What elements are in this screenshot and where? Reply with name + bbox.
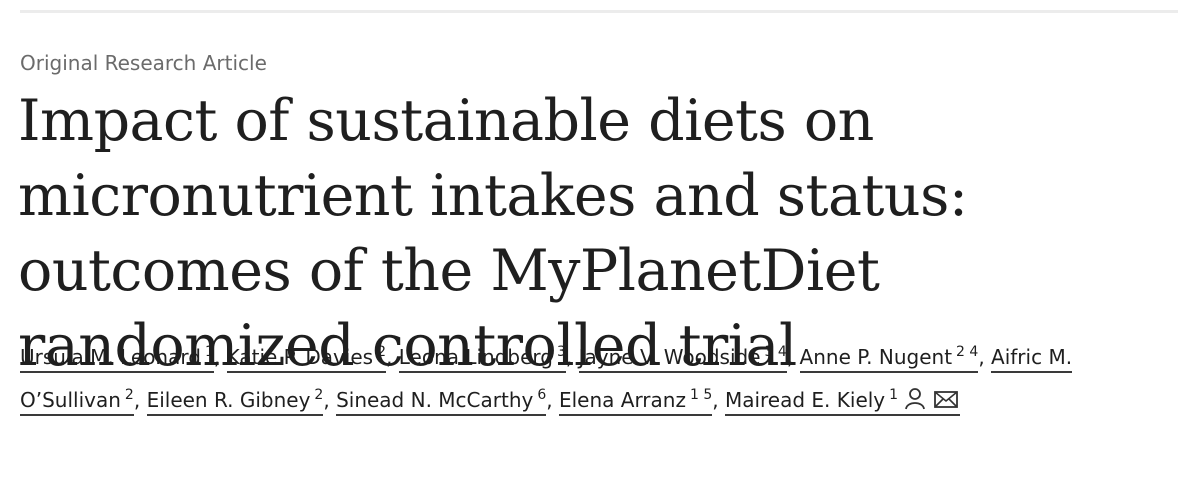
- separator: ,: [546, 388, 553, 412]
- author: Ursula M. Leonard 1,: [20, 345, 220, 373]
- author-name: Ursula M. Leonard: [20, 345, 201, 369]
- author: Sinead N. McCarthy 6,: [336, 388, 553, 416]
- author-link[interactable]: Eileen R. Gibney 2: [146, 387, 324, 416]
- author-name: Jayne V. Woodside: [578, 345, 761, 369]
- author-name: Leona Lindberg: [398, 345, 553, 369]
- affiliation: 2: [377, 344, 387, 360]
- affiliation: 2: [124, 387, 134, 403]
- affiliation: 6: [537, 387, 547, 403]
- author-link[interactable]: Leona Lindberg 3: [398, 344, 566, 373]
- author: Eileen R. Gibney 2,: [146, 387, 330, 416]
- author: Mairead E. Kiely 1: [724, 387, 961, 416]
- affiliation: 3: [557, 344, 566, 360]
- separator: ,: [565, 345, 573, 369]
- author-link[interactable]: Elena Arranz 1 5: [558, 387, 713, 416]
- author-list: Ursula M. Leonard 1, Katie P. Davies 2, Le…: [20, 336, 1190, 422]
- author-link[interactable]: Sinead N. McCarthy 6: [336, 387, 547, 416]
- affiliation: 1 5: [689, 387, 713, 403]
- author-name: Sinead N. McCarthy: [336, 388, 534, 412]
- author-name: Mairead E. Kiely: [724, 388, 886, 412]
- author-name: Katie P. Davies: [226, 345, 374, 369]
- author: Jayne V. Woodside 3 4,: [578, 344, 794, 373]
- top-rule: [20, 10, 1178, 13]
- author-name: Aifric M. O’Sullivan: [20, 345, 1073, 412]
- author-link[interactable]: Jayne V. Woodside 3 4: [578, 344, 787, 373]
- author-link[interactable]: Ursula M. Leonard 1: [20, 345, 214, 373]
- author-link[interactable]: Katie P. Davies 2: [226, 344, 387, 373]
- separator: ,: [213, 345, 221, 369]
- author-name: Eileen R. Gibney: [146, 388, 311, 412]
- affiliation: 2 4: [956, 344, 979, 360]
- article-title: Impact of sustainable diets on micronutr…: [18, 88, 968, 379]
- affiliation: 2: [314, 387, 324, 403]
- separator: ,: [978, 345, 985, 369]
- affiliation: 1: [889, 387, 899, 403]
- author: Aifric M. O’Sullivan 2,: [20, 345, 1073, 416]
- separator: ,: [712, 388, 719, 412]
- contact-icons[interactable]: [904, 387, 960, 411]
- author-link[interactable]: Anne P. Nugent 2 4: [799, 344, 979, 373]
- article-type: Original Research Article: [20, 51, 267, 75]
- author-name: Anne P. Nugent: [799, 345, 953, 369]
- author: Leona Lindberg 3,: [398, 344, 573, 373]
- affiliation: 1: [204, 344, 214, 360]
- affiliation: 3 4: [764, 344, 787, 360]
- author-link[interactable]: Aifric M. O’Sullivan 2: [20, 345, 1073, 416]
- author: Elena Arranz 1 5,: [558, 387, 719, 416]
- author: Katie P. Davies 2,: [226, 344, 393, 373]
- separator: ,: [323, 388, 330, 412]
- separator: ,: [786, 345, 794, 369]
- author-link[interactable]: Mairead E. Kiely 1: [724, 387, 961, 416]
- separator: ,: [133, 388, 141, 412]
- author: Anne P. Nugent 2 4,: [799, 344, 985, 373]
- separator: ,: [386, 345, 393, 369]
- author-name: Elena Arranz: [558, 388, 686, 412]
